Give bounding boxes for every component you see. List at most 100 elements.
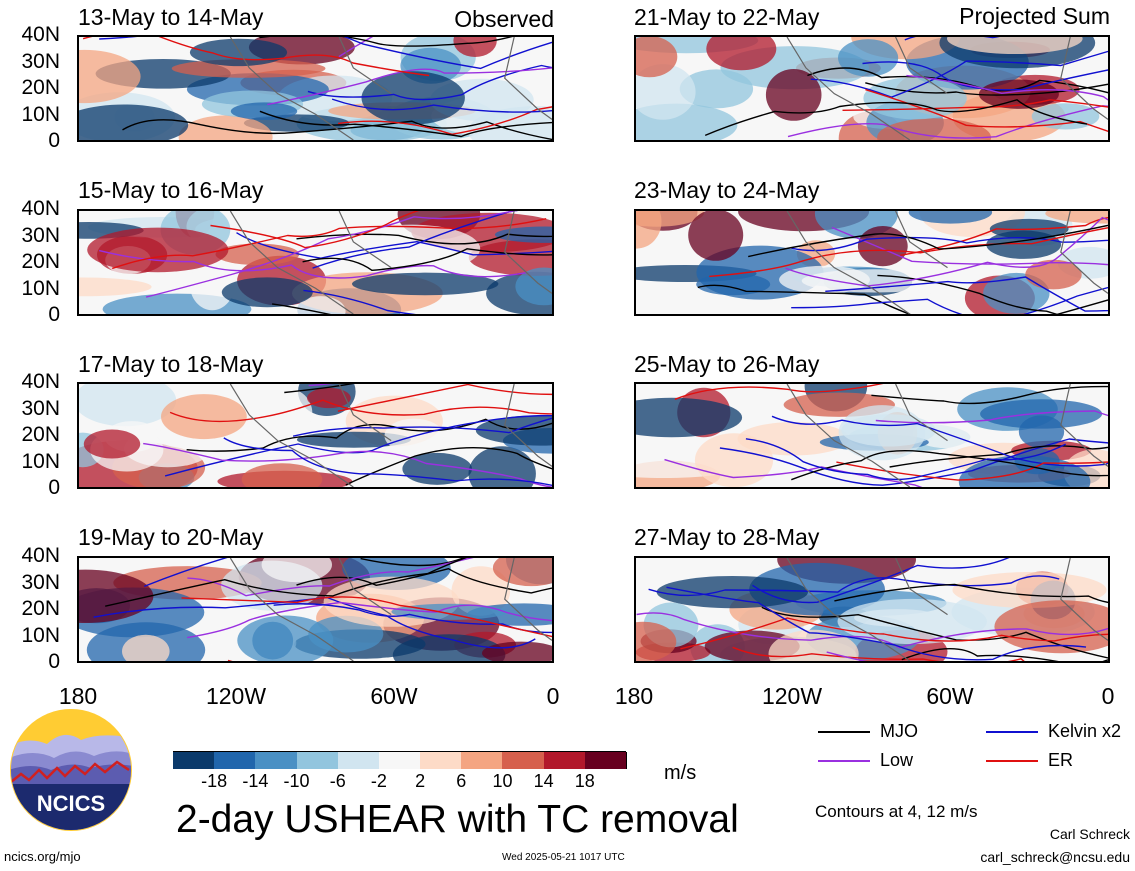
panel-title: 21-May to 22-May — [634, 4, 820, 30]
colorbar — [173, 751, 627, 769]
colorbar-swatch — [173, 752, 216, 769]
shear-field — [636, 384, 1108, 487]
shear-field — [79, 384, 552, 487]
panel-title: 17-May to 18-May — [78, 351, 264, 377]
panel-title: 13-May to 14-May — [78, 4, 264, 30]
legend-kelvin-label: Kelvin x2 — [1048, 721, 1122, 741]
main-title: 2-day USHEAR with TC removal — [176, 798, 739, 841]
map-panel — [634, 35, 1110, 142]
colorbar-tick-label: 18 — [574, 771, 595, 791]
legend-mjo-label: MJO — [880, 721, 918, 741]
panel-title: 19-May to 20-May — [78, 524, 264, 550]
colorbar-tick-label: 10 — [492, 771, 513, 791]
lat-tick-label: 0 — [48, 129, 60, 152]
colorbar-swatch — [255, 752, 298, 769]
lat-tick-label: 10N — [21, 623, 60, 647]
lon-tick-label: 180 — [58, 683, 98, 709]
lat-tick-label: 30N — [21, 570, 60, 594]
colorbar-tick-label: 14 — [533, 771, 554, 791]
map-panel — [634, 382, 1110, 489]
lon-tick-label: 60W — [370, 683, 418, 709]
lat-tick-label: 40N — [21, 370, 60, 393]
colorbar-tick-label: -14 — [242, 771, 269, 791]
lat-tick-label: 10N — [21, 102, 60, 126]
coastline — [229, 211, 552, 314]
author-name: Carl Schreck — [1049, 826, 1130, 842]
map-panel — [634, 209, 1110, 316]
lat-tick-label: 20N — [21, 423, 60, 446]
lon-tick-label: 0 — [1101, 683, 1115, 709]
coastline — [786, 558, 1108, 661]
shear-field — [79, 211, 552, 314]
legend-er-line — [986, 760, 1038, 762]
panel-title: 27-May to 28-May — [634, 524, 820, 550]
colorbar-tick-label: 6 — [456, 771, 467, 791]
map-panel — [77, 209, 554, 316]
lon-tick-label: 60W — [926, 683, 974, 709]
lat-tick-label: 40N — [21, 23, 60, 46]
coastline — [786, 384, 1108, 487]
shear-field — [636, 211, 1108, 314]
panel-title: 15-May to 16-May — [78, 177, 264, 203]
legend-kelvin-line — [986, 731, 1038, 733]
colorbar-tick-label: -2 — [370, 771, 387, 791]
timestamp: Wed 2025-05-21 1017 UTC — [502, 852, 625, 863]
colorbar-swatch — [502, 752, 545, 769]
shear-field — [636, 558, 1108, 661]
colorbar-swatch — [584, 752, 627, 769]
coastline — [229, 37, 552, 140]
legend-er-label: ER — [1048, 750, 1074, 770]
lat-tick-label: 20N — [21, 76, 60, 99]
lat-tick-label: 10N — [21, 449, 60, 473]
coastline — [786, 211, 1108, 314]
lon-tick-label: 120W — [761, 683, 823, 709]
legend-low-line — [818, 760, 870, 762]
lat-tick-label: 0 — [48, 650, 60, 673]
observed-label: Observed — [454, 6, 554, 32]
lat-tick-label: 30N — [21, 49, 60, 73]
map-panel — [77, 382, 554, 489]
ncics-logo: NCICS — [9, 708, 133, 832]
map-panel — [634, 556, 1110, 663]
shear-field — [636, 37, 1108, 140]
contours-note: Contours at 4, 12 m/s — [815, 802, 978, 821]
lat-tick-label: 0 — [48, 303, 60, 326]
coastline — [229, 558, 552, 661]
lat-tick-label: 20N — [21, 597, 60, 620]
colorbar-tick-label: -6 — [329, 771, 346, 791]
lon-tick-label: 180 — [614, 683, 654, 709]
colorbar-swatch — [378, 752, 422, 769]
panel-title: 25-May to 26-May — [634, 351, 820, 377]
shear-field — [79, 558, 552, 661]
colorbar-swatch — [214, 752, 257, 769]
coastline — [229, 384, 552, 487]
coastline — [786, 37, 1108, 140]
lat-tick-label: 40N — [21, 544, 60, 567]
lat-tick-label: 0 — [48, 476, 60, 499]
lat-tick-label: 30N — [21, 223, 60, 247]
lat-tick-label: 30N — [21, 396, 60, 420]
lon-tick-label: 120W — [205, 683, 267, 709]
colorbar-swatch — [461, 752, 504, 769]
logo-text: NCICS — [37, 791, 105, 816]
site-link[interactable]: ncics.org/mjo — [4, 849, 81, 864]
legend-low-label: Low — [880, 750, 914, 770]
lat-tick-label: 20N — [21, 250, 60, 273]
projected-sum-label: Projected Sum — [959, 3, 1110, 29]
colorbar-swatch — [420, 752, 463, 769]
colorbar-swatch — [337, 752, 380, 769]
colorbar-unit: m/s — [664, 762, 697, 784]
colorbar-swatch — [543, 752, 586, 769]
colorbar-tick-label: -18 — [201, 771, 228, 791]
legend-mjo-line — [818, 731, 870, 733]
colorbar-swatch — [296, 752, 339, 769]
colorbar-tick-label: 2 — [415, 771, 426, 791]
lon-tick-label: 0 — [546, 683, 560, 709]
map-panel — [77, 35, 554, 142]
lat-tick-label: 40N — [21, 197, 60, 220]
shear-field — [79, 37, 552, 140]
map-panel — [77, 556, 554, 663]
panel-title: 23-May to 24-May — [634, 177, 820, 203]
lat-tick-label: 10N — [21, 276, 60, 300]
author-email[interactable]: carl_schreck@ncsu.edu — [980, 849, 1130, 865]
